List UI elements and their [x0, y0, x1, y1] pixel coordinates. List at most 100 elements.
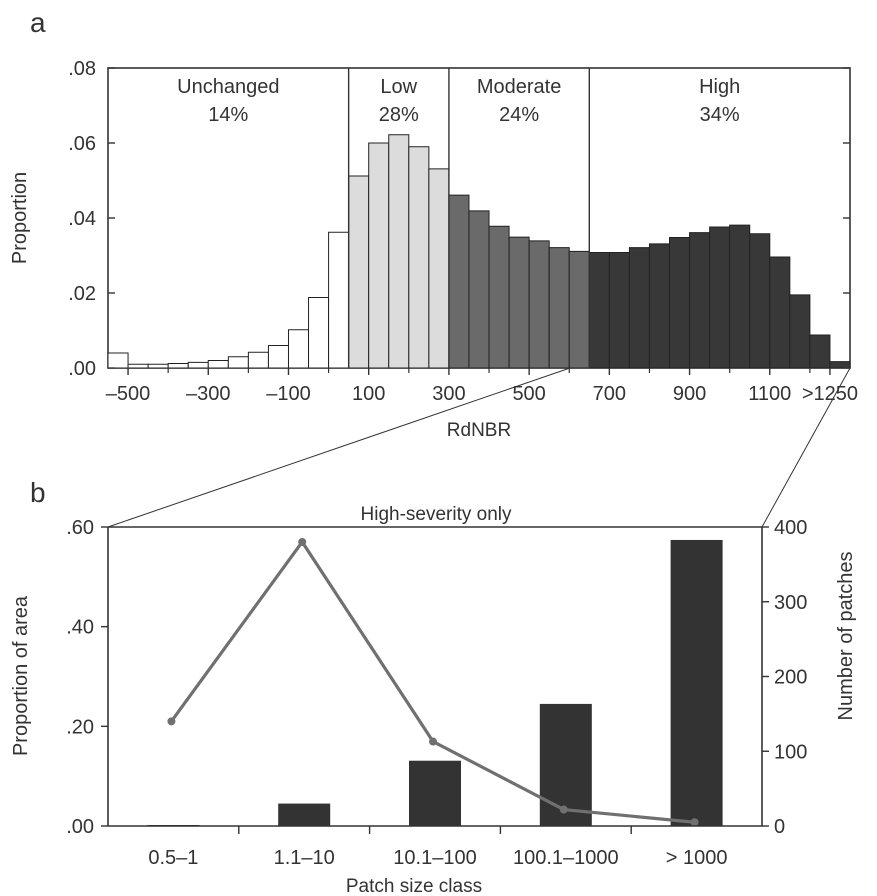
histogram-bar: [227, 356, 249, 369]
y-tick-label: .02: [68, 283, 96, 305]
panel-a-x-axis: –500 –300 –100 100 300 500 700 900 1100 >1250: [106, 368, 858, 405]
x-tick-label: –500: [106, 383, 151, 405]
y2-tick-label: 0: [774, 816, 785, 838]
histogram-bar: [669, 237, 691, 369]
histogram-bar: [648, 243, 671, 369]
histogram-bar: [608, 252, 630, 369]
histogram-bar: [749, 233, 771, 369]
histogram-bar: [348, 175, 370, 369]
y-tick-label: .20: [66, 716, 94, 738]
y-tick-label: .04: [68, 208, 96, 230]
y2-tick-label: 100: [774, 741, 807, 763]
histogram-bar: [769, 256, 791, 369]
zoom-line-left: [107, 367, 571, 528]
histogram-bar: [628, 247, 650, 369]
x-tick-label: >1250: [802, 383, 858, 405]
patch-count-point: [298, 537, 307, 546]
panel-b-y-axis: .00 .20 .40 .60: [66, 517, 108, 838]
x-tick-label: –100: [266, 383, 311, 405]
histogram-bar: [167, 363, 189, 369]
histogram-bar: [267, 345, 289, 369]
patch-count-point: [167, 717, 176, 726]
histogram-bar: [448, 194, 470, 369]
histogram-bar: [107, 352, 129, 369]
y-tick-label: .00: [68, 358, 96, 380]
panel-a-class-labels: Unchanged 14% Low 28% Moderate 24% High 34%: [177, 76, 740, 126]
histogram-bar: [729, 224, 751, 369]
x-tick-label: 500: [512, 383, 545, 405]
panel-b-x-label: Patch size class: [346, 876, 482, 896]
histogram-bar: [308, 297, 330, 369]
histogram-bar: [187, 361, 209, 369]
panel-b-y2-axis: 0 100 200 300 400: [762, 517, 807, 838]
class-name-label: Moderate: [477, 76, 562, 98]
histogram-bar: [468, 210, 490, 369]
histogram-bar: [789, 294, 811, 369]
histogram-bar: [147, 363, 169, 369]
x-tick-label: –300: [186, 383, 231, 405]
x-tick-label: > 1000: [666, 847, 728, 869]
histogram-bar: [508, 236, 530, 369]
panel-b-bars: [147, 539, 723, 826]
class-name-label: Low: [380, 76, 417, 98]
class-percent-label: 34%: [700, 104, 740, 126]
panel-b-title: High-severity only: [361, 504, 512, 525]
histogram-bar: [328, 231, 350, 369]
zoom-connector: [107, 367, 851, 528]
y2-tick-label: 400: [774, 517, 807, 539]
y2-tick-label: 300: [774, 592, 807, 614]
panel-a-x-label: RdNBR: [447, 420, 511, 441]
y2-tick-label: 200: [774, 667, 807, 689]
histogram-bar: [709, 226, 731, 369]
histogram-bar: [829, 361, 851, 369]
x-tick-label: 900: [673, 383, 706, 405]
x-tick-label: 700: [593, 383, 626, 405]
histogram-bar: [528, 240, 550, 369]
x-tick-label: 0.5–1: [148, 847, 198, 869]
panel-a-class-dividers: [347, 68, 590, 368]
histogram-bar: [809, 334, 831, 369]
histogram-bar: [488, 225, 510, 369]
panel-a-y-axis: .00 .02 .04 .06 .08: [68, 58, 850, 380]
histogram-bar: [287, 329, 310, 369]
zoom-line-right: [761, 367, 851, 528]
histogram-bar: [548, 247, 570, 369]
panel-b-y2-label: Number of patches: [835, 552, 857, 721]
class-name-label: High: [699, 76, 740, 98]
area-bar: [539, 703, 592, 826]
histogram-bar: [588, 252, 610, 369]
area-bar: [409, 760, 461, 826]
histogram-bar: [127, 363, 149, 369]
panel-b-x-axis: 0.5–1 1.1–10 10.1–100 100.1–1000 > 1000: [148, 826, 727, 869]
histogram-bar: [408, 146, 430, 369]
x-tick-label: 1100: [748, 383, 791, 405]
x-tick-label: 100.1–1000: [513, 847, 619, 869]
y-tick-label: .06: [68, 133, 96, 155]
histogram-bar: [568, 250, 590, 369]
histogram-bar: [368, 142, 390, 369]
x-tick-label: 1.1–10: [274, 847, 335, 869]
patch-count-point: [690, 818, 699, 827]
y-tick-label: .08: [68, 58, 96, 80]
patch-count-point: [429, 737, 437, 746]
histogram-bar: [207, 360, 229, 369]
patch-count-point: [559, 805, 568, 814]
x-tick-label: 100: [352, 383, 385, 405]
panel-a-y-label: Proportion: [9, 172, 31, 264]
panel-b-y-label: Proportion of area: [10, 595, 32, 756]
panel-b: b High-severity only .00 .20 .40 .60 0 100 20…: [10, 477, 857, 896]
class-percent-label: 14%: [208, 104, 248, 126]
y-tick-label: .00: [66, 816, 94, 838]
histogram-bar: [247, 351, 269, 369]
histogram-bar: [388, 134, 410, 369]
panel-a-label: a: [30, 7, 46, 38]
panel-a-bars: [107, 134, 851, 369]
histogram-bar: [689, 232, 711, 369]
class-name-label: Unchanged: [177, 76, 279, 98]
histogram-bar: [428, 168, 450, 369]
panel-a: a Unchanged 14% Low 28% Moderate 24% High 34% .…: [9, 7, 858, 441]
panel-b-line-series: [167, 537, 699, 827]
x-tick-label: 10.1–100: [393, 847, 476, 869]
area-bar: [670, 539, 723, 826]
